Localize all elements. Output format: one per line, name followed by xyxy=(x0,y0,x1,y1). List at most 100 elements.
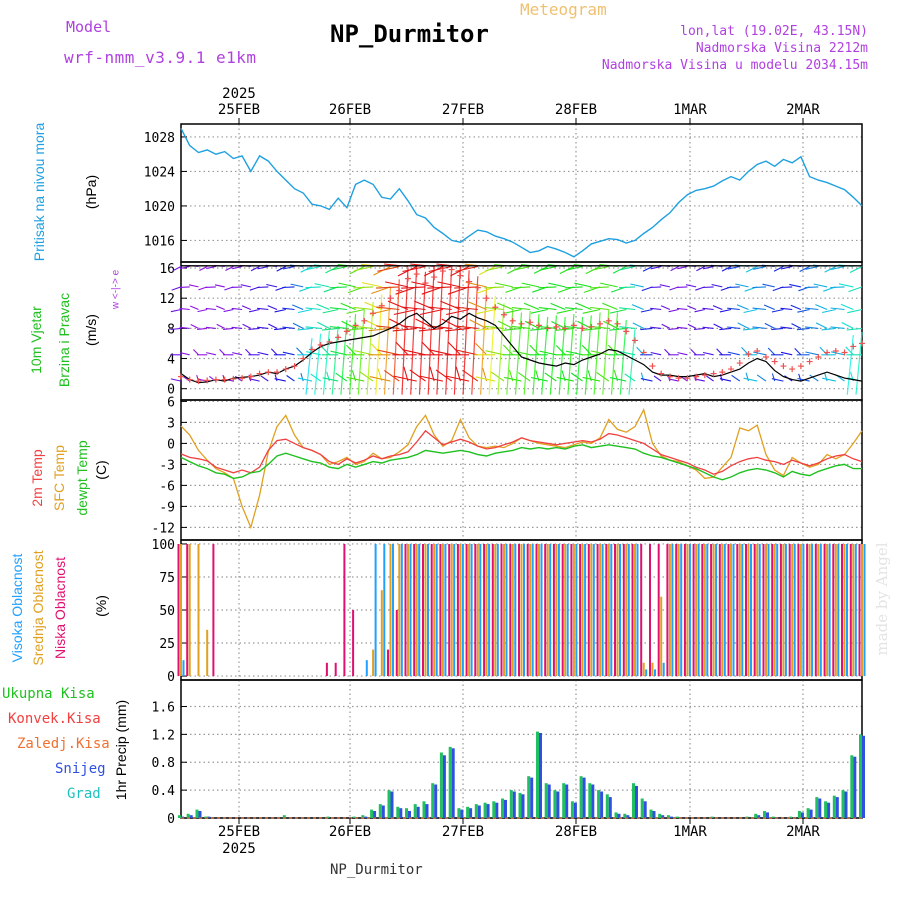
wind-barb xyxy=(330,265,348,271)
cloud-bar xyxy=(197,544,200,677)
wind-vector xyxy=(628,329,636,395)
wind-barb xyxy=(340,302,356,311)
cloud-bar xyxy=(677,544,680,677)
precip-total-bar xyxy=(553,790,557,818)
wind-gust-mark xyxy=(789,366,796,373)
precip-total-bar xyxy=(474,804,478,818)
wind-barb xyxy=(353,325,374,329)
precip-snow-bar xyxy=(643,801,647,818)
wind-barb xyxy=(231,326,243,329)
cloud-bar xyxy=(640,544,643,677)
wind-barb xyxy=(206,265,217,270)
wind-barb xyxy=(376,306,400,311)
precip-total-bar xyxy=(640,798,644,818)
pressure-ytick-label: 1028 xyxy=(144,131,175,146)
wind-barb xyxy=(354,265,374,272)
precip-snow-bar xyxy=(669,816,673,818)
cloud-bar xyxy=(575,544,578,677)
top-date-label: 26FEB xyxy=(329,102,371,118)
wind-barb xyxy=(240,284,251,288)
wind-barb xyxy=(711,283,723,288)
cloud-bar xyxy=(435,544,438,677)
wind-vector xyxy=(523,310,531,395)
cloud-bar xyxy=(817,544,820,677)
cloud-bar xyxy=(849,544,852,677)
wind-barb xyxy=(338,282,356,288)
wind-barb xyxy=(804,286,819,289)
cloud-bar xyxy=(614,544,616,677)
wind-gust-mark xyxy=(815,354,822,361)
wind-barb xyxy=(197,327,208,330)
wind-barb xyxy=(612,266,627,274)
wind-barb xyxy=(694,308,705,313)
wind-barb xyxy=(419,375,444,382)
precip-total-bar xyxy=(492,801,496,818)
wind-barb xyxy=(556,308,575,314)
precip-total-bar xyxy=(605,794,609,818)
wind-gust-mark xyxy=(178,373,184,380)
wind-barb xyxy=(809,374,819,382)
wind-barb xyxy=(440,300,461,311)
wind-barb xyxy=(640,372,645,382)
precip-panel: 0 0.4 0.8 1.2 1.6 xyxy=(152,679,865,827)
precip-total-bar xyxy=(361,815,365,818)
wind-gust-mark xyxy=(326,338,333,345)
wind-barb xyxy=(529,344,540,356)
wind-gust-mark xyxy=(291,363,298,370)
wind-barb xyxy=(687,305,697,311)
precip-snow-bar xyxy=(207,816,211,818)
cloud-bar xyxy=(758,544,761,677)
wind-barb xyxy=(702,326,714,329)
wind-barb xyxy=(791,323,802,329)
precip-total-bar xyxy=(439,752,443,818)
wind-barb xyxy=(727,286,740,289)
cloud-bar xyxy=(814,544,817,677)
wind-barb xyxy=(848,286,863,293)
wind-gust-mark xyxy=(728,366,735,373)
cloud-bar xyxy=(645,669,648,676)
precip-total-bar xyxy=(570,801,574,818)
wind-barb xyxy=(345,327,365,331)
cloud-bar xyxy=(413,544,416,677)
wind-barb xyxy=(511,325,531,329)
wind-gust-mark xyxy=(212,376,219,383)
wind-barb xyxy=(182,375,191,382)
cloud-bar xyxy=(811,544,814,677)
cloud-bar xyxy=(854,544,857,677)
precip-snow-bar xyxy=(399,808,403,818)
cloud-bar xyxy=(470,544,473,677)
wind-barb xyxy=(179,265,190,270)
wind-barb xyxy=(179,286,190,288)
wind-barb xyxy=(376,286,400,289)
cloud-bar xyxy=(636,544,639,677)
cloud-bar xyxy=(776,544,779,677)
cloud-bar xyxy=(657,544,660,677)
wind-barb xyxy=(427,286,452,289)
wind-barb xyxy=(719,308,732,313)
wind-barb xyxy=(642,266,653,272)
precip-total-bar xyxy=(763,811,766,818)
wind-barb xyxy=(841,322,854,329)
wind-barb xyxy=(840,303,854,311)
wind-vector xyxy=(576,316,584,395)
wind-vector xyxy=(436,264,444,395)
wind-gust-mark xyxy=(780,363,787,370)
wind-vector xyxy=(314,333,322,395)
cloud-bar xyxy=(834,544,837,677)
precip-snow-bar xyxy=(364,816,368,818)
wind-barb xyxy=(590,265,609,271)
wind-barb xyxy=(677,352,688,356)
pressure-ytick-label: 1024 xyxy=(144,165,175,180)
wind-barb xyxy=(369,376,391,382)
cloud-bar xyxy=(683,544,686,677)
bottom-date-label: 28FEB xyxy=(555,824,597,840)
wind-barb xyxy=(310,373,322,382)
cloud-bar xyxy=(395,610,398,676)
wind-vector xyxy=(549,315,557,395)
wind-barb xyxy=(555,345,566,356)
precip-ytick-label: 0 xyxy=(167,812,175,827)
legend-hail: Grad xyxy=(67,786,101,802)
cloud-bar xyxy=(572,544,575,677)
wind-barb xyxy=(223,327,234,330)
wind-barb xyxy=(619,307,636,311)
